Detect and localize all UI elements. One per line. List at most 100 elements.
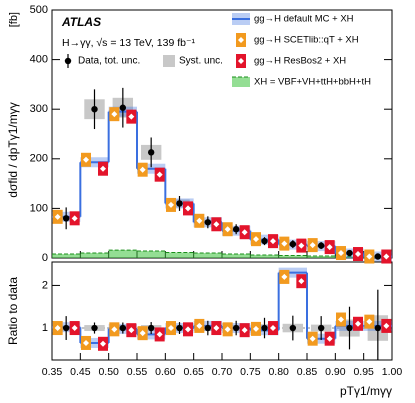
y-tick-label: 0 [42, 252, 48, 264]
xh-area [165, 252, 194, 258]
prediction-marker [128, 327, 135, 334]
prediction-marker [224, 226, 231, 233]
data-point [232, 226, 240, 233]
data-point [147, 324, 155, 332]
prediction-marker [111, 111, 118, 118]
y-tick-label: 1 [42, 322, 48, 334]
legend-label: Data, tot. unc. [78, 56, 140, 67]
prediction-marker [298, 278, 305, 285]
chart-title: ATLAS [61, 15, 101, 29]
prediction-marker [309, 335, 316, 342]
data-point [261, 324, 268, 332]
prediction-marker [298, 242, 305, 249]
x-tick-label: 0.65 [183, 366, 204, 378]
x-tick-label: 0.85 [297, 366, 318, 378]
x-tick-label: 0.90 [325, 366, 346, 378]
prediction-marker [168, 201, 174, 208]
x-tick-label: 0.70 [212, 366, 233, 378]
legend-swatch [163, 55, 175, 67]
xh-area [250, 255, 279, 258]
legend-swatch [232, 77, 250, 87]
data-point [374, 324, 382, 332]
data-point [204, 219, 212, 226]
data-point [346, 249, 353, 257]
prediction-marker [253, 325, 259, 332]
legend-swatch [238, 58, 244, 64]
prediction-marker [383, 322, 390, 329]
legend-swatch [64, 57, 72, 65]
prediction-marker [366, 253, 373, 260]
data-point [374, 253, 382, 260]
xh-area [222, 254, 251, 258]
xh-area [80, 253, 109, 258]
prediction-marker [241, 229, 248, 236]
y-tick-label: 300 [30, 103, 48, 115]
xh-area [193, 253, 222, 258]
data-point [62, 215, 70, 222]
prediction-marker [128, 113, 135, 120]
y-tick-label: 200 [30, 153, 48, 165]
data-point [91, 106, 98, 113]
prediction-marker [83, 339, 89, 346]
y-tick-label: 400 [30, 54, 48, 66]
data-point [62, 324, 70, 332]
data-point [289, 240, 297, 248]
y-tick-label: 2 [42, 279, 48, 291]
prediction-marker [326, 335, 333, 342]
data-point [119, 324, 127, 332]
prediction-marker [156, 171, 163, 178]
data-point [147, 149, 155, 156]
legend-label: gg→H SCETlib::qT + XH [254, 35, 359, 46]
prediction-marker [355, 320, 361, 327]
prediction-marker [100, 340, 106, 347]
prediction-marker [270, 238, 276, 245]
prediction-marker [83, 156, 89, 163]
prediction-marker [185, 205, 191, 212]
data-point [176, 324, 183, 332]
x-tick-label: 0.35 [42, 366, 63, 378]
prediction-marker [213, 221, 220, 228]
prediction-marker [253, 236, 259, 243]
data-point [176, 200, 183, 207]
legend-label: XH = VBF+VH+ttH+bbH+tH [254, 77, 371, 88]
y-tick-label: 100 [30, 202, 48, 214]
data-point [91, 324, 98, 332]
prediction-marker [168, 325, 174, 332]
legend-label: gg→H ResBos2 + XH [254, 56, 346, 67]
xh-area [335, 256, 364, 258]
xh-area [278, 255, 307, 258]
data-point [289, 324, 297, 332]
x-tick-label: 0.80 [268, 366, 289, 378]
xh-area [307, 256, 336, 258]
prediction-marker [111, 326, 118, 333]
data-point [317, 242, 325, 249]
prediction-marker [196, 322, 203, 329]
prediction-marker [213, 325, 220, 332]
prediction-marker [139, 330, 146, 337]
data-point [346, 324, 353, 332]
y-axis-label: dσfid / dpTγ1/mγγ [6, 102, 20, 197]
data-point [317, 324, 325, 332]
xh-area [137, 251, 166, 258]
prediction-marker [309, 242, 316, 249]
xh-area [108, 250, 137, 258]
data-point [119, 104, 127, 111]
x-tick-label: 0.45 [70, 366, 91, 378]
chart-subtitle: H→γγ, √s = 13 TeV, 139 fb⁻¹ [62, 37, 196, 49]
prediction-marker [54, 213, 61, 220]
legend-swatch [238, 37, 244, 43]
prediction-marker [366, 318, 373, 325]
x-tick-label: 0.50 [98, 366, 119, 378]
data-point [232, 324, 240, 332]
xh-area [52, 254, 81, 258]
prediction-marker [281, 240, 288, 247]
prediction-marker [355, 251, 361, 258]
x-axis-label: pTγ1/mγγ [340, 384, 392, 398]
prediction-marker [156, 331, 163, 338]
x-tick-label: 0.75 [240, 366, 261, 378]
data-point [204, 324, 212, 332]
prediction-marker [241, 327, 248, 334]
prediction-marker [185, 326, 191, 333]
legend-label: Syst. unc. [179, 56, 223, 67]
